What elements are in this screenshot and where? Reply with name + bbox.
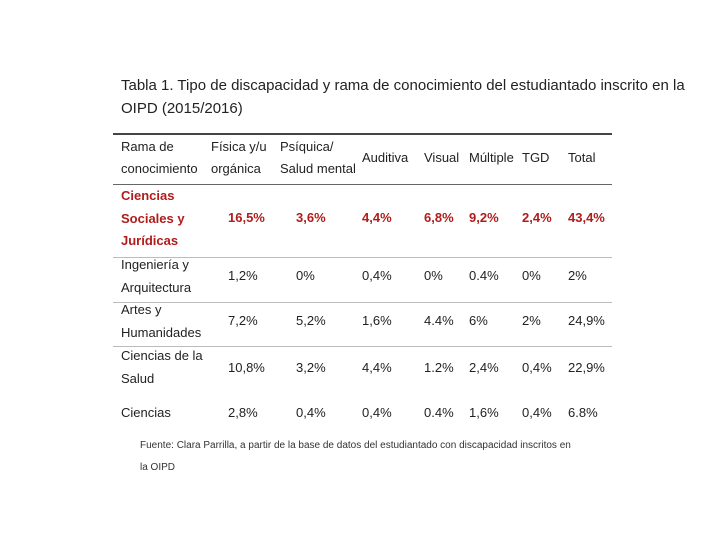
source-note: Fuente: Clara Parrilla, a partir de la b… — [140, 440, 571, 451]
cell: 4.4% — [424, 313, 454, 328]
row-label: Sociales y — [121, 210, 185, 226]
title: Tabla 1. Tipo de discapacidad y rama de … — [121, 77, 685, 94]
column-header: conocimiento — [121, 161, 198, 176]
title: OIPD (2015/2016) — [121, 100, 243, 117]
cell: 2,4% — [522, 210, 552, 225]
cell: 6,8% — [424, 210, 454, 225]
row-label: Ciencias de la — [121, 348, 203, 363]
cell: 0,4% — [296, 405, 326, 420]
cell: 2,8% — [228, 405, 258, 420]
cell: 0,4% — [362, 405, 392, 420]
cell: 0.4% — [424, 405, 454, 420]
header-rule — [113, 184, 612, 185]
title-rule — [113, 133, 612, 135]
cell: 0,4% — [362, 268, 392, 283]
column-header: Física y/u — [211, 139, 267, 154]
cell: 1,2% — [228, 268, 258, 283]
source-note: la OIPD — [140, 462, 176, 473]
cell: 9,2% — [469, 210, 499, 225]
row-label: Humanidades — [121, 324, 202, 340]
cell: 3,2% — [296, 360, 326, 375]
cell: 43,4% — [568, 210, 605, 225]
column-header: Auditiva — [362, 150, 409, 165]
cell: 16,5% — [228, 210, 265, 225]
cell: 0,4% — [522, 405, 552, 420]
cell: 1,6% — [362, 313, 392, 328]
row-label: Ingeniería y — [121, 257, 189, 272]
row-rule — [113, 346, 612, 347]
column-header: Múltiple — [469, 150, 514, 165]
cell: 24,9% — [568, 313, 605, 328]
cell: 4,4% — [362, 210, 392, 225]
cell: 4,4% — [362, 360, 392, 375]
cell: 2,4% — [469, 360, 499, 375]
column-header: Rama de — [121, 139, 174, 154]
column-header: Visual — [424, 150, 460, 165]
cell: 1,6% — [469, 405, 499, 420]
cell: 10,8% — [228, 360, 265, 375]
cell: 2% — [568, 268, 587, 283]
cell: 6% — [469, 313, 488, 328]
cell: 6.8% — [568, 405, 598, 420]
cell: 0% — [296, 268, 315, 283]
column-header: Psíquica/ — [280, 139, 334, 154]
column-header: Total — [568, 150, 596, 165]
cell: 22,9% — [568, 360, 605, 375]
cell: 0.4% — [469, 268, 499, 283]
row-rule — [113, 302, 612, 303]
cell: 2% — [522, 313, 541, 328]
row-label: Arquitectura — [121, 279, 192, 295]
cell: 1.2% — [424, 360, 454, 375]
row-label: Ciencias — [121, 188, 175, 203]
row-label: Jurídicas — [121, 233, 179, 248]
cell: 0% — [522, 268, 541, 283]
cell: 5,2% — [296, 313, 326, 328]
column-header: Salud mental — [280, 161, 356, 176]
column-header: TGD — [522, 150, 550, 165]
column-header: orgánica — [211, 161, 261, 176]
cell: 3,6% — [296, 210, 326, 225]
row-label: Salud — [121, 370, 155, 386]
cell: 7,2% — [228, 313, 258, 328]
cell: 0% — [424, 268, 443, 283]
row-label: Artes y — [121, 302, 162, 317]
row-rule — [113, 257, 612, 258]
row-label: Ciencias — [121, 405, 171, 420]
cell: 0,4% — [522, 360, 552, 375]
